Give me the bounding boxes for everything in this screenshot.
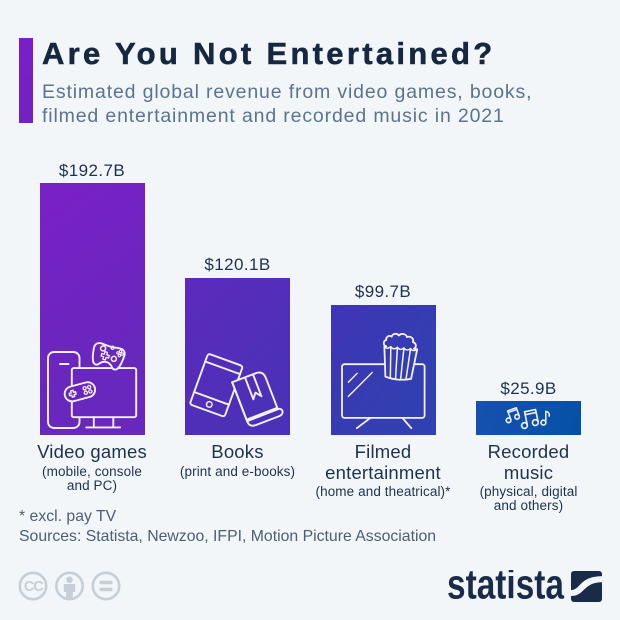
svg-text:statista: statista xyxy=(447,570,564,602)
svg-text:CC: CC xyxy=(24,579,44,595)
